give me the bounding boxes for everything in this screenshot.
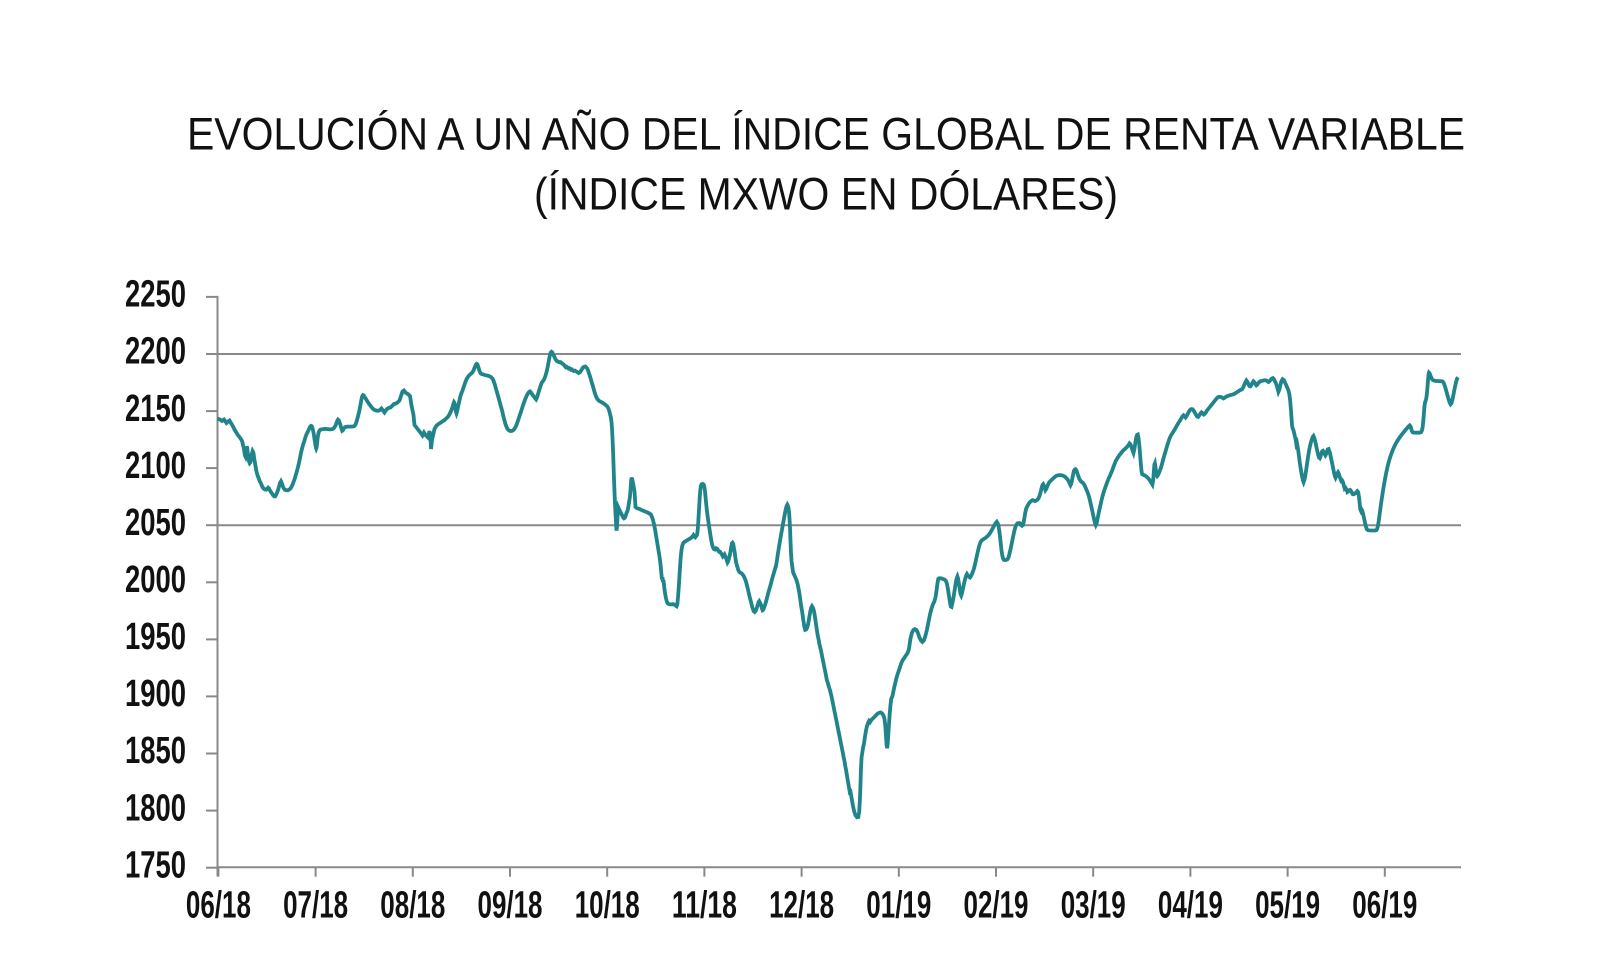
svg-text:2100: 2100 bbox=[125, 445, 186, 487]
svg-text:EVOLUCIÓN A UN AÑO DEL ÍNDICE: EVOLUCIÓN A UN AÑO DEL ÍNDICE GLOBAL DE … bbox=[187, 109, 1465, 160]
svg-text:04/19: 04/19 bbox=[1158, 885, 1223, 927]
svg-text:1900: 1900 bbox=[125, 673, 186, 715]
svg-text:2250: 2250 bbox=[125, 274, 186, 316]
svg-text:1800: 1800 bbox=[125, 787, 186, 829]
svg-text:1850: 1850 bbox=[125, 730, 186, 772]
svg-text:09/18: 09/18 bbox=[478, 885, 543, 927]
svg-text:06/19: 06/19 bbox=[1352, 885, 1417, 927]
svg-text:2050: 2050 bbox=[125, 502, 186, 544]
svg-text:2200: 2200 bbox=[125, 331, 186, 373]
svg-text:1750: 1750 bbox=[125, 844, 186, 886]
svg-text:05/19: 05/19 bbox=[1255, 885, 1320, 927]
svg-text:1950: 1950 bbox=[125, 616, 186, 658]
svg-text:12/18: 12/18 bbox=[769, 885, 834, 927]
svg-text:2000: 2000 bbox=[125, 559, 186, 601]
svg-text:01/19: 01/19 bbox=[866, 885, 931, 927]
svg-text:07/18: 07/18 bbox=[283, 885, 348, 927]
svg-text:11/18: 11/18 bbox=[672, 885, 737, 927]
svg-text:03/19: 03/19 bbox=[1061, 885, 1126, 927]
svg-text:02/19: 02/19 bbox=[964, 885, 1029, 927]
svg-text:2150: 2150 bbox=[125, 388, 186, 430]
svg-text:10/18: 10/18 bbox=[575, 885, 640, 927]
svg-text:08/18: 08/18 bbox=[380, 885, 445, 927]
svg-text:06/18: 06/18 bbox=[186, 885, 251, 927]
svg-text:(ÍNDICE MXWO EN DÓLARES): (ÍNDICE MXWO EN DÓLARES) bbox=[534, 168, 1118, 219]
